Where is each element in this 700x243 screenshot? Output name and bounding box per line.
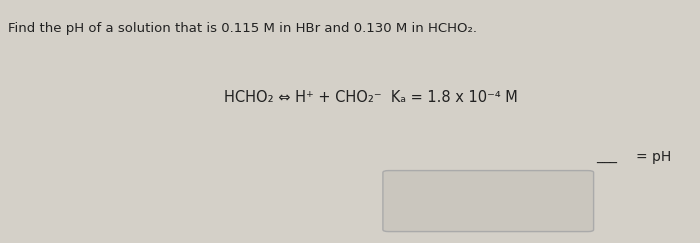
- Text: ___: ___: [596, 150, 617, 164]
- Text: = pH: = pH: [636, 150, 671, 164]
- Text: Find the pH of a solution that is 0.115 M in HBr and 0.130 M in HCHO₂.: Find the pH of a solution that is 0.115 …: [8, 22, 477, 35]
- Text: HCHO₂ ⇔ H⁺ + CHO₂⁻  Kₐ = 1.8 x 10⁻⁴ M: HCHO₂ ⇔ H⁺ + CHO₂⁻ Kₐ = 1.8 x 10⁻⁴ M: [224, 90, 518, 105]
- FancyBboxPatch shape: [383, 171, 594, 232]
